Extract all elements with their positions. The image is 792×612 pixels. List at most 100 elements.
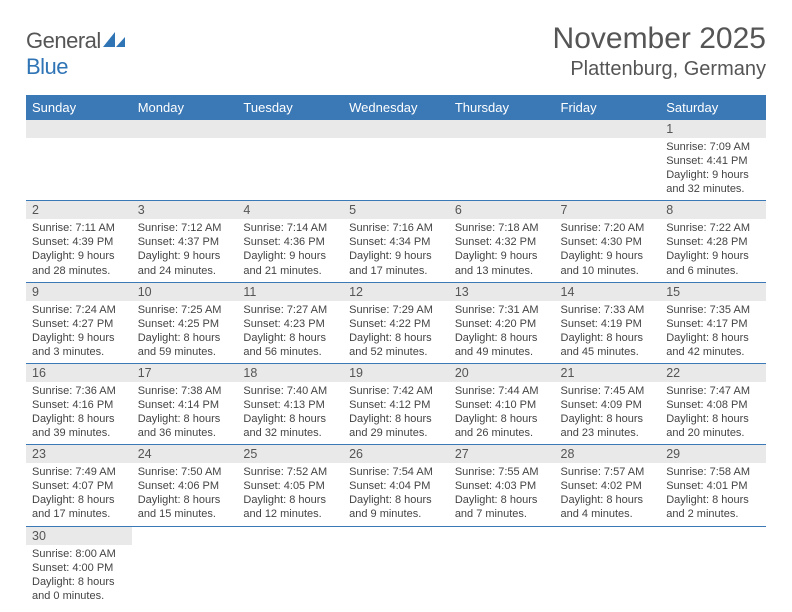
daylight-text: Daylight: 9 hours and 24 minutes. (138, 249, 232, 277)
day-details: Sunrise: 7:44 AMSunset: 4:10 PMDaylight:… (449, 382, 555, 444)
sunset-text: Sunset: 4:00 PM (32, 561, 126, 575)
daylight-text: Daylight: 8 hours and 4 minutes. (561, 493, 655, 521)
day-number: 17 (132, 364, 238, 382)
day-details: Sunrise: 7:25 AMSunset: 4:25 PMDaylight:… (132, 301, 238, 363)
sunrise-text: Sunrise: 7:29 AM (349, 303, 443, 317)
sunrise-text: Sunrise: 7:27 AM (243, 303, 337, 317)
sunset-text: Sunset: 4:14 PM (138, 398, 232, 412)
calendar-cell: 24Sunrise: 7:50 AMSunset: 4:06 PMDayligh… (132, 445, 238, 526)
day-details: Sunrise: 7:22 AMSunset: 4:28 PMDaylight:… (660, 219, 766, 281)
day-number: 25 (237, 445, 343, 463)
sunset-text: Sunset: 4:03 PM (455, 479, 549, 493)
day-details: Sunrise: 7:14 AMSunset: 4:36 PMDaylight:… (237, 219, 343, 281)
day-number: 21 (555, 364, 661, 382)
day-details: Sunrise: 7:24 AMSunset: 4:27 PMDaylight:… (26, 301, 132, 363)
day-details: Sunrise: 7:49 AMSunset: 4:07 PMDaylight:… (26, 463, 132, 525)
day-details: Sunrise: 7:18 AMSunset: 4:32 PMDaylight:… (449, 219, 555, 281)
daylight-text: Daylight: 9 hours and 13 minutes. (455, 249, 549, 277)
daylight-text: Daylight: 8 hours and 42 minutes. (666, 331, 760, 359)
calendar-cell: 22Sunrise: 7:47 AMSunset: 4:08 PMDayligh… (660, 363, 766, 444)
day-number: 12 (343, 283, 449, 301)
daylight-text: Daylight: 8 hours and 32 minutes. (243, 412, 337, 440)
day-details: Sunrise: 7:11 AMSunset: 4:39 PMDaylight:… (26, 219, 132, 281)
day-details: Sunrise: 7:09 AMSunset: 4:41 PMDaylight:… (660, 138, 766, 200)
day-details: Sunrise: 7:54 AMSunset: 4:04 PMDaylight:… (343, 463, 449, 525)
daylight-text: Daylight: 8 hours and 9 minutes. (349, 493, 443, 521)
daylight-text: Daylight: 8 hours and 45 minutes. (561, 331, 655, 359)
calendar-cell: 20Sunrise: 7:44 AMSunset: 4:10 PMDayligh… (449, 363, 555, 444)
day-number: 28 (555, 445, 661, 463)
sunrise-text: Sunrise: 7:47 AM (666, 384, 760, 398)
sunset-text: Sunset: 4:17 PM (666, 317, 760, 331)
day-number: 10 (132, 283, 238, 301)
day-number: 11 (237, 283, 343, 301)
sunrise-text: Sunrise: 7:36 AM (32, 384, 126, 398)
day-details: Sunrise: 7:29 AMSunset: 4:22 PMDaylight:… (343, 301, 449, 363)
sunrise-text: Sunrise: 7:09 AM (666, 140, 760, 154)
sunrise-text: Sunrise: 7:49 AM (32, 465, 126, 479)
calendar-cell: 23Sunrise: 7:49 AMSunset: 4:07 PMDayligh… (26, 445, 132, 526)
sunrise-text: Sunrise: 7:57 AM (561, 465, 655, 479)
sunrise-text: Sunrise: 7:14 AM (243, 221, 337, 235)
day-details: Sunrise: 7:52 AMSunset: 4:05 PMDaylight:… (237, 463, 343, 525)
daylight-text: Daylight: 8 hours and 17 minutes. (32, 493, 126, 521)
day-details: Sunrise: 7:35 AMSunset: 4:17 PMDaylight:… (660, 301, 766, 363)
daylight-text: Daylight: 9 hours and 21 minutes. (243, 249, 337, 277)
header: GeneralBlue November 2025 Plattenburg, G… (26, 22, 766, 81)
weekday-header: Wednesday (343, 95, 449, 120)
sunrise-text: Sunrise: 7:18 AM (455, 221, 549, 235)
sunrise-text: Sunrise: 7:38 AM (138, 384, 232, 398)
sunrise-text: Sunrise: 7:42 AM (349, 384, 443, 398)
sunset-text: Sunset: 4:37 PM (138, 235, 232, 249)
sail-icon (101, 28, 127, 53)
sunset-text: Sunset: 4:23 PM (243, 317, 337, 331)
daylight-text: Daylight: 8 hours and 26 minutes. (455, 412, 549, 440)
calendar-cell: 18Sunrise: 7:40 AMSunset: 4:13 PMDayligh… (237, 363, 343, 444)
day-number: 4 (237, 201, 343, 219)
sunrise-text: Sunrise: 7:11 AM (32, 221, 126, 235)
day-details: Sunrise: 7:31 AMSunset: 4:20 PMDaylight:… (449, 301, 555, 363)
sunrise-text: Sunrise: 7:24 AM (32, 303, 126, 317)
daylight-text: Daylight: 9 hours and 10 minutes. (561, 249, 655, 277)
calendar-cell: 27Sunrise: 7:55 AMSunset: 4:03 PMDayligh… (449, 445, 555, 526)
day-number: 18 (237, 364, 343, 382)
sunrise-text: Sunrise: 7:31 AM (455, 303, 549, 317)
day-details: Sunrise: 7:36 AMSunset: 4:16 PMDaylight:… (26, 382, 132, 444)
sunrise-text: Sunrise: 7:12 AM (138, 221, 232, 235)
calendar-cell: 12Sunrise: 7:29 AMSunset: 4:22 PMDayligh… (343, 282, 449, 363)
weekday-header: Thursday (449, 95, 555, 120)
sunrise-text: Sunrise: 7:22 AM (666, 221, 760, 235)
sunset-text: Sunset: 4:41 PM (666, 154, 760, 168)
sunset-text: Sunset: 4:39 PM (32, 235, 126, 249)
daylight-text: Daylight: 8 hours and 7 minutes. (455, 493, 549, 521)
sunset-text: Sunset: 4:02 PM (561, 479, 655, 493)
sunrise-text: Sunrise: 7:40 AM (243, 384, 337, 398)
daylight-text: Daylight: 8 hours and 52 minutes. (349, 331, 443, 359)
brand-name: GeneralBlue (26, 28, 127, 80)
day-number: 27 (449, 445, 555, 463)
day-number: 22 (660, 364, 766, 382)
calendar-cell: 4Sunrise: 7:14 AMSunset: 4:36 PMDaylight… (237, 201, 343, 282)
daylight-text: Daylight: 9 hours and 17 minutes. (349, 249, 443, 277)
calendar-cell: 19Sunrise: 7:42 AMSunset: 4:12 PMDayligh… (343, 363, 449, 444)
weekday-header: Saturday (660, 95, 766, 120)
sunset-text: Sunset: 4:16 PM (32, 398, 126, 412)
day-number: 30 (26, 527, 132, 545)
sunset-text: Sunset: 4:19 PM (561, 317, 655, 331)
day-number: 8 (660, 201, 766, 219)
calendar-cell: 25Sunrise: 7:52 AMSunset: 4:05 PMDayligh… (237, 445, 343, 526)
daylight-text: Daylight: 9 hours and 28 minutes. (32, 249, 126, 277)
day-number: 5 (343, 201, 449, 219)
calendar-cell (449, 120, 555, 201)
sunset-text: Sunset: 4:09 PM (561, 398, 655, 412)
calendar-cell (132, 526, 238, 607)
sunset-text: Sunset: 4:30 PM (561, 235, 655, 249)
sunrise-text: Sunrise: 7:35 AM (666, 303, 760, 317)
sunrise-text: Sunrise: 7:54 AM (349, 465, 443, 479)
day-details: Sunrise: 7:47 AMSunset: 4:08 PMDaylight:… (660, 382, 766, 444)
weekday-header: Monday (132, 95, 238, 120)
sunset-text: Sunset: 4:01 PM (666, 479, 760, 493)
sunrise-text: Sunrise: 7:33 AM (561, 303, 655, 317)
calendar-cell (132, 120, 238, 201)
sunrise-text: Sunrise: 7:25 AM (138, 303, 232, 317)
